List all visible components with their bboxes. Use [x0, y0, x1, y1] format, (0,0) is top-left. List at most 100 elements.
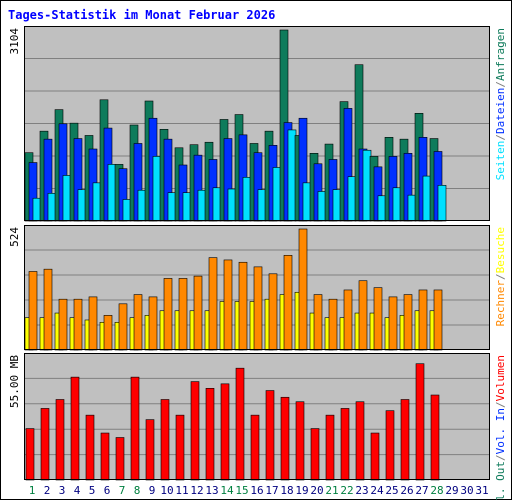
bar-rechner-day-22	[343, 289, 353, 351]
bar-volumen-day-28	[430, 394, 440, 481]
bar-rechner-day-24	[373, 287, 383, 351]
x-tick-label: 9	[149, 484, 156, 497]
bar-rechner-day-11	[178, 278, 188, 351]
bar-volumen-day-17	[265, 390, 275, 481]
bar-volumen-day-26	[400, 399, 410, 481]
x-tick-label: 31	[475, 484, 488, 497]
bar-volumen-day-16	[250, 414, 260, 481]
bar-rechner-day-2	[43, 268, 53, 351]
legend-seiten: Seiten	[494, 141, 507, 181]
bar-volumen-day-6	[100, 432, 110, 481]
right-legend: Vol. Out/Vol. In/Volumen	[494, 355, 507, 500]
bar-volumen-day-22	[340, 408, 350, 481]
bar-rechner-day-12	[193, 275, 203, 351]
bar-volumen-day-4	[70, 376, 80, 481]
panel-top: 3104 Seiten/Dateien/Anfragen	[8, 26, 507, 222]
bar-rechner-day-27	[418, 289, 428, 351]
bar-volumen-day-11	[175, 414, 185, 481]
x-tick-label: 2	[44, 484, 51, 497]
legend-separator: /	[494, 134, 507, 141]
panel-frame	[24, 26, 490, 221]
bar-rechner-day-4	[73, 298, 83, 351]
bar-volumen-day-19	[295, 401, 305, 481]
bar-volumen-day-1	[25, 428, 35, 481]
legend-volumen: Volumen	[494, 355, 507, 401]
bar-volumen-day-7	[115, 437, 125, 481]
bar-rechner-day-19	[298, 228, 308, 351]
x-tick-label: 15	[235, 484, 248, 497]
x-tick-label: 5	[89, 484, 96, 497]
bar-rechner-day-15	[238, 261, 248, 351]
bar-volumen-day-20	[310, 428, 320, 481]
bar-volumen-day-13	[205, 388, 215, 481]
bar-volumen-day-27	[415, 363, 425, 481]
bar-rechner-day-3	[58, 298, 68, 351]
bar-volumen-day-3	[55, 399, 65, 481]
bar-rechner-day-23	[358, 280, 368, 351]
bar-rechner-day-14	[223, 259, 233, 351]
legend-separator: /	[494, 401, 507, 408]
chart-title: Tages-Statistik im Monat Februar 2026	[8, 8, 275, 22]
y-max-label: 3104	[8, 28, 21, 55]
bar-rechner-day-8	[133, 294, 143, 351]
bar-volumen-day-10	[160, 399, 170, 481]
bar-volumen-day-24	[370, 432, 380, 481]
bar-rechner-day-25	[388, 296, 398, 351]
x-tick-label: 7	[119, 484, 126, 497]
x-tick-label: 24	[370, 484, 384, 497]
x-tick-label: 28	[430, 484, 443, 497]
bar-volumen-day-2	[40, 408, 50, 481]
x-tick-label: 21	[325, 484, 338, 497]
x-tick-label: 30	[460, 484, 473, 497]
bar-rechner-day-6	[103, 315, 113, 351]
legend-besuche: Besuche	[494, 227, 507, 273]
x-tick-label: 27	[415, 484, 428, 497]
x-tick-label: 20	[310, 484, 323, 497]
bar-volumen-day-5	[85, 414, 95, 481]
legend-separator: /	[494, 273, 507, 280]
bar-rechner-day-16	[253, 266, 263, 351]
bar-volumen-day-14	[220, 383, 230, 481]
x-tick-label: 26	[400, 484, 413, 497]
x-tick-label: 18	[280, 484, 293, 497]
bar-rechner-day-10	[163, 278, 173, 351]
x-tick-label: 14	[220, 484, 234, 497]
bar-rechner-day-21	[328, 298, 338, 351]
bar-volumen-day-25	[385, 410, 395, 481]
panel-frame	[24, 353, 490, 480]
bar-rechner-day-26	[403, 294, 413, 351]
bar-volumen-day-8	[130, 376, 140, 481]
x-tick-label: 4	[74, 484, 81, 497]
bar-seiten-day-28	[437, 185, 447, 222]
bar-rechner-day-13	[208, 257, 218, 351]
bar-rechner-day-9	[148, 296, 158, 351]
panel-frame	[24, 225, 490, 350]
x-tick-label: 13	[205, 484, 218, 497]
bar-volumen-day-12	[190, 381, 200, 481]
y-max-label: 55.00 MB	[8, 355, 21, 408]
bar-rechner-day-17	[268, 273, 278, 351]
bar-volumen-day-18	[280, 396, 290, 481]
y-max-label: 524	[8, 227, 21, 247]
bar-volumen-day-15	[235, 367, 245, 481]
right-legend: Seiten/Dateien/Anfragen	[494, 28, 507, 180]
bar-volumen-day-9	[145, 419, 155, 481]
legend-dateien: Dateien	[494, 88, 507, 134]
bar-rechner-day-20	[313, 294, 323, 351]
x-tick-label: 12	[190, 484, 203, 497]
bar-volumen-day-23	[355, 401, 365, 481]
legend-separator: /	[494, 81, 507, 88]
x-tick-label: 8	[134, 484, 141, 497]
x-tick-label: 29	[445, 484, 458, 497]
x-tick-label: 19	[295, 484, 308, 497]
x-tick-label: 16	[250, 484, 263, 497]
right-legend: Rechner/Besuche	[494, 227, 507, 326]
x-tick-label: 23	[355, 484, 368, 497]
legend-rechner: Rechner	[494, 280, 507, 327]
x-tick-label: 22	[340, 484, 353, 497]
panel-middle: 524 Rechner/Besuche	[8, 225, 507, 351]
legend-volout: Vol. Out	[494, 461, 507, 500]
